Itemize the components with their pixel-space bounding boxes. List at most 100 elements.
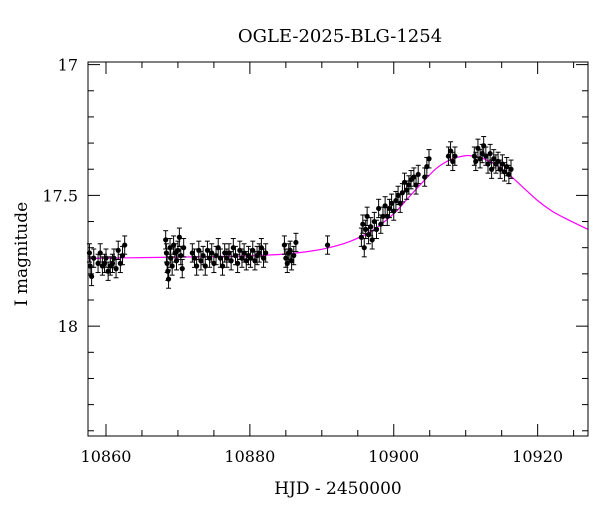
data-point-marker xyxy=(219,263,226,269)
data-point-marker xyxy=(235,260,241,266)
data-point-marker xyxy=(404,187,410,193)
data-point-marker xyxy=(176,234,182,240)
data-point-marker xyxy=(178,252,184,259)
data-point xyxy=(117,253,123,274)
data-point-marker xyxy=(88,273,95,280)
plot-frame xyxy=(87,61,589,437)
data-point xyxy=(373,219,380,240)
data-point-marker xyxy=(426,156,432,162)
data-point-marker xyxy=(165,276,172,282)
data-point-marker xyxy=(179,266,185,272)
data-point-marker xyxy=(252,258,258,264)
data-point-marker xyxy=(202,263,208,269)
data-point xyxy=(181,238,187,258)
x-axis-tick-labels: 10860 10880 10900 10920 xyxy=(81,447,564,466)
y-tick-label: 18 xyxy=(58,317,78,336)
data-point-marker xyxy=(105,268,111,274)
data-point-marker xyxy=(363,226,369,232)
data-point-marker xyxy=(497,166,503,172)
data-point-marker xyxy=(491,156,497,162)
data-point-marker xyxy=(103,255,109,261)
data-point xyxy=(360,214,366,234)
data-point xyxy=(426,149,432,169)
data-point xyxy=(324,235,331,255)
data-point xyxy=(368,217,374,237)
data-point-marker xyxy=(393,198,399,204)
data-point-marker xyxy=(175,247,181,253)
x-tick-label: 10860 xyxy=(81,447,132,466)
data-point xyxy=(508,159,514,179)
data-point-marker xyxy=(445,153,452,159)
data-point-marker xyxy=(228,258,234,264)
data-point-marker xyxy=(324,242,331,248)
data-point-marker xyxy=(222,250,228,256)
data-point-marker xyxy=(194,263,200,269)
data-point xyxy=(501,162,508,182)
data-point xyxy=(165,269,172,289)
data-point-marker xyxy=(115,247,121,253)
data-point-marker xyxy=(122,242,128,248)
data-point-marker xyxy=(508,166,514,172)
data-point-marker xyxy=(181,245,187,251)
data-point-marker xyxy=(373,226,380,232)
data-point xyxy=(122,235,128,255)
data-point xyxy=(179,258,185,279)
data-point-marker xyxy=(358,234,364,240)
y-tick-label: 17.5 xyxy=(42,186,78,205)
data-point-marker xyxy=(293,239,299,246)
data-point-marker xyxy=(206,255,213,261)
data-point-marker xyxy=(450,158,456,164)
data-point xyxy=(219,256,226,276)
data-point-marker xyxy=(163,237,169,243)
data-point-marker xyxy=(364,213,370,219)
data-point xyxy=(483,146,489,166)
data-point xyxy=(363,219,369,240)
data-point xyxy=(176,227,182,247)
data-point-marker xyxy=(256,250,262,256)
data-point-marker xyxy=(198,258,204,264)
chart-title: OGLE-2025-BLG-1254 xyxy=(238,26,442,47)
data-point-marker xyxy=(281,242,288,248)
data-point-marker xyxy=(368,224,374,230)
x-axis-label: HJD - 2450000 xyxy=(274,479,402,499)
data-point-marker xyxy=(506,171,512,178)
data-point-marker xyxy=(97,250,103,256)
data-point-marker xyxy=(376,205,382,212)
data-point-marker xyxy=(239,255,245,261)
data-point-marker xyxy=(477,156,483,162)
data-point-marker xyxy=(415,171,421,178)
y-axis-tick-labels: 17 17.5 18 xyxy=(42,56,78,337)
data-point xyxy=(415,164,421,185)
data-point xyxy=(401,172,408,192)
data-point-marker xyxy=(452,153,458,159)
data-point xyxy=(452,146,458,166)
data-point xyxy=(361,238,367,258)
x-tick-label: 10880 xyxy=(224,447,275,466)
data-points-layer xyxy=(86,136,514,289)
data-point-marker xyxy=(165,268,171,274)
data-point-marker xyxy=(260,255,267,261)
data-point-marker xyxy=(163,250,170,256)
data-point-marker xyxy=(386,205,393,212)
data-point-marker xyxy=(189,250,195,256)
data-point-marker xyxy=(487,150,493,157)
data-point-marker xyxy=(369,237,375,243)
data-point-marker xyxy=(360,221,366,227)
data-point-marker xyxy=(291,252,297,259)
x-tick-label: 10920 xyxy=(512,447,563,466)
data-point xyxy=(163,230,169,250)
y-axis-label: I magnitude xyxy=(12,202,32,306)
data-point xyxy=(169,256,175,276)
data-point xyxy=(293,232,299,253)
data-point-marker xyxy=(361,245,367,251)
data-point-marker xyxy=(501,169,508,175)
data-point-marker xyxy=(113,266,119,272)
data-point-marker xyxy=(406,182,412,188)
data-point-marker xyxy=(91,255,97,261)
data-point-marker xyxy=(288,258,295,264)
data-point-marker xyxy=(169,263,175,269)
data-point-marker xyxy=(473,158,479,164)
data-point xyxy=(91,248,97,268)
data-point-marker xyxy=(243,258,249,264)
